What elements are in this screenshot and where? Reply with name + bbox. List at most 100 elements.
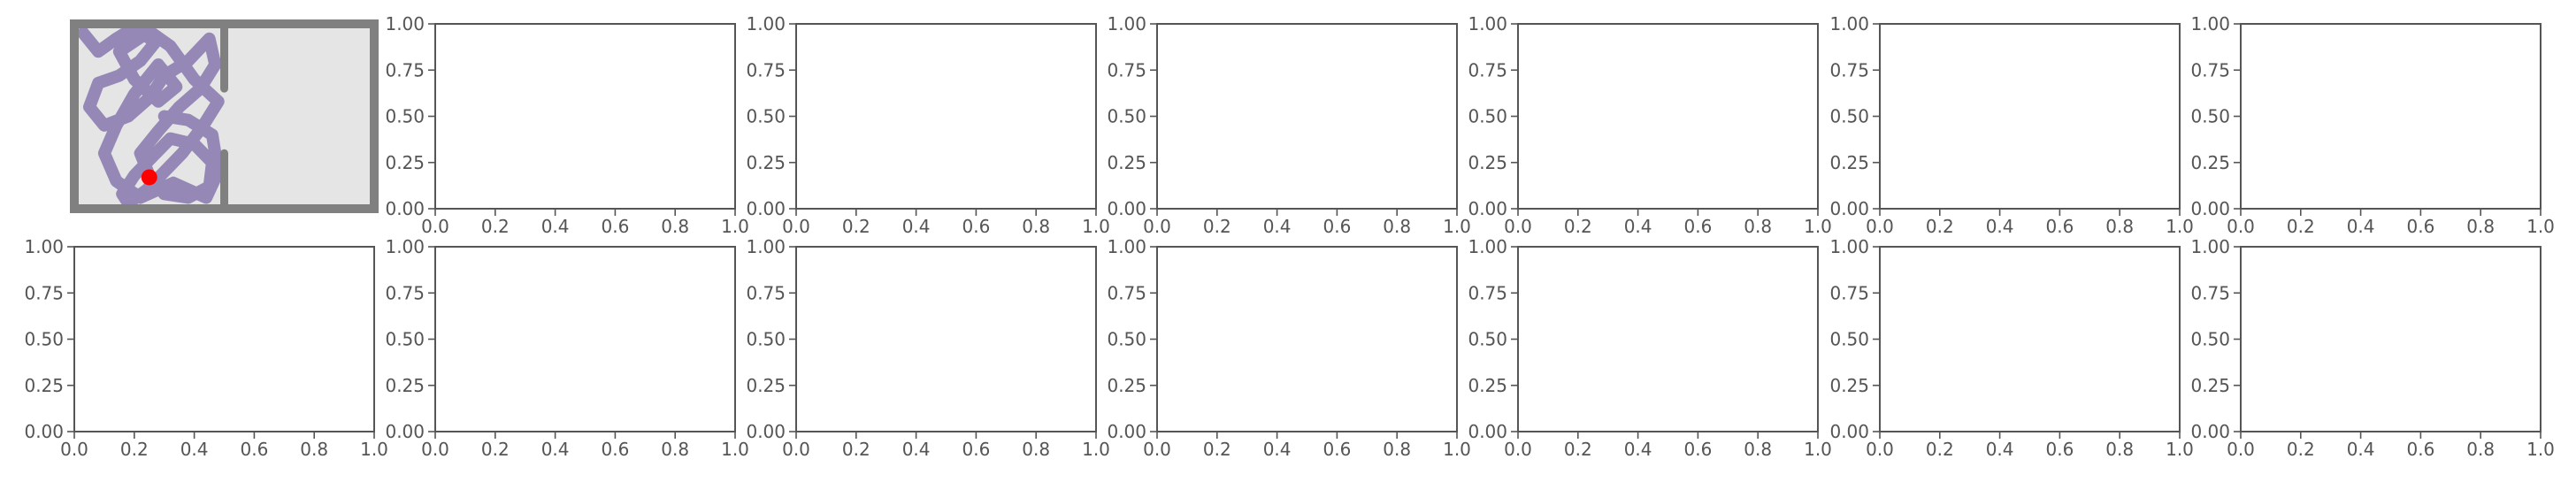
subplot-r0-c0 (70, 19, 379, 213)
subplot-r1-c6-xtick-label-2: 0.4 (2347, 439, 2375, 460)
subplot-r1-c2-ytick-label-0: 0.00 (746, 421, 786, 442)
subplot-r1-c2-ytick-label-3: 0.75 (746, 282, 786, 303)
subplot-r0-c4: 0.0 0.2 0.4 0.6 0.8 1.0 0.00 0.25 0.50 0.75 1.00 (1468, 13, 1831, 237)
subplot-r1-c5-ytick-label-0: 0.00 (1829, 421, 1869, 442)
subplot-r0-c3-ytick-label-4: 1.00 (1107, 13, 1146, 34)
subplot-r1-c2-ytick-label-2: 0.50 (746, 329, 786, 350)
subplot-r0-c5-xtick-label-2: 0.4 (1986, 216, 2014, 237)
subplot-r0-c2-xtick-label-1: 0.2 (842, 216, 870, 237)
subplot-r0-c5-ytick-label-3: 0.75 (1829, 59, 1869, 80)
subplot-r1-c5-xtick-label-4: 0.8 (2105, 439, 2134, 460)
subplot-r0-c3-xtick-label-1: 0.2 (1203, 216, 1231, 237)
subplot-r0-c2-ytick-label-0: 0.00 (746, 198, 786, 219)
subplot-r0-c4-ytick-label-0: 0.00 (1468, 198, 1507, 219)
subplot-r0-c1-xtick-label-4: 0.8 (661, 216, 689, 237)
subplot-r0-c1-frame (434, 23, 736, 210)
subplot-r0-c6-ytick-label-4: 1.00 (2190, 13, 2230, 34)
subplot-r0-c3: 0.0 0.2 0.4 0.6 0.8 1.0 0.00 0.25 0.50 0.75 1.00 (1107, 13, 1470, 237)
subplot-r1-c6-xtick-label-1: 0.2 (2287, 439, 2315, 460)
subplot-r0-c4-xtick-label-0: 0.0 (1504, 216, 1532, 237)
subplot-r0-c6-xtick-label-2: 0.4 (2347, 216, 2375, 237)
subplot-r0-c1-ytick-label-2: 0.50 (385, 106, 425, 127)
subplot-r1-c2: 0.0 0.2 0.4 0.6 0.8 1.0 0.00 0.25 0.50 0.75 1.00 (746, 236, 1109, 460)
subplot-r1-c6-ytick-label-3: 0.75 (2190, 282, 2230, 303)
subplot-r1-c6-ytick-label-4: 1.00 (2190, 236, 2230, 257)
subplot-r1-c5-xtick-label-2: 0.4 (1986, 439, 2014, 460)
subplot-r1-c5-ytick-label-4: 1.00 (1829, 236, 1869, 257)
subplot-r1-c0-ytick-label-3: 0.75 (24, 282, 64, 303)
subplot-r0-c5-xtick-label-5: 1.0 (2166, 216, 2194, 237)
subplot-r0-c6-ytick-label-3: 0.75 (2190, 59, 2230, 80)
subplot-r0-c1: 0.0 0.2 0.4 0.6 0.8 1.0 0.00 0.25 0.50 0.75 1.00 (385, 13, 748, 237)
subplot-r1-c6-ytick-label-2: 0.50 (2190, 329, 2230, 350)
subplot-r0-c2-ytick-label-2: 0.50 (746, 106, 786, 127)
subplot-r1-c1-frame (434, 246, 736, 432)
subplot-r0-c3-xtick-label-2: 0.4 (1263, 216, 1292, 237)
subplot-r1-c1-xtick-label-1: 0.2 (481, 439, 510, 460)
subplot-r1-c2-xtick-label-0: 0.0 (782, 439, 810, 460)
subplot-r0-c3-xtick-label-5: 1.0 (1443, 216, 1471, 237)
subplot-r1-c5-xtick-label-3: 0.6 (2045, 439, 2074, 460)
subplot-r1-c6-xtick-label-0: 0.0 (2227, 439, 2255, 460)
subplot-r0-c4-xtick-label-3: 0.6 (1683, 216, 1712, 237)
subplot-r0-c6-ytick-label-2: 0.50 (2190, 106, 2230, 127)
subplot-r1-c0-xtick-label-1: 0.2 (120, 439, 149, 460)
subplot-r1-c0-xtick-label-3: 0.6 (240, 439, 268, 460)
subplot-r0-c5-xtick-label-0: 0.0 (1866, 216, 1894, 237)
subplot-r0-c2-xtick-label-3: 0.6 (962, 216, 990, 237)
subplot-r0-c3-ytick-label-0: 0.00 (1107, 198, 1146, 219)
subplot-r0-c2-frame (795, 23, 1097, 210)
subplot-r1-c3: 0.0 0.2 0.4 0.6 0.8 1.0 0.00 0.25 0.50 0.75 1.00 (1107, 236, 1470, 460)
subplot-r1-c3-xtick-label-3: 0.6 (1322, 439, 1351, 460)
subplot-r0-c4-xtick-label-4: 0.8 (1744, 216, 1772, 237)
subplot-r1-c6-ytick-label-0: 0.00 (2190, 421, 2230, 442)
subplot-r1-c6-ytick-label-1: 0.25 (2190, 375, 2230, 396)
subplot-r0-c4-xtick-label-2: 0.4 (1624, 216, 1652, 237)
subplot-r0-c5-xtick-label-1: 0.2 (1926, 216, 1954, 237)
subplot-r0-c2-xtick-label-2: 0.4 (902, 216, 931, 237)
subplot-r1-c1-xtick-label-4: 0.8 (661, 439, 689, 460)
subplot-r1-c5-xtick-label-0: 0.0 (1866, 439, 1894, 460)
subplot-r0-c6-ytick-label-0: 0.00 (2190, 198, 2230, 219)
subplot-r0-c5-xtick-label-3: 0.6 (2045, 216, 2074, 237)
subplot-r0-c4-ytick-label-3: 0.75 (1468, 59, 1507, 80)
subplot-r0-c2-xtick-label-5: 1.0 (1082, 216, 1110, 237)
subplot-r1-c1-xtick-label-3: 0.6 (601, 439, 629, 460)
subplot-r1-c0-ytick-label-4: 1.00 (24, 236, 64, 257)
subplot-r0-c3-ytick-label-3: 0.75 (1107, 59, 1146, 80)
subplot-r1-c4: 0.0 0.2 0.4 0.6 0.8 1.0 0.00 0.25 0.50 0.75 1.00 (1468, 236, 1831, 460)
arena-trajectory (77, 21, 225, 210)
subplot-r0-c6-xtick-label-0: 0.0 (2227, 216, 2255, 237)
subplot-r0-c6: 0.0 0.2 0.4 0.6 0.8 1.0 0.00 0.25 0.50 0.75 1.00 (2190, 13, 2554, 237)
subplot-r0-c1-ytick-label-4: 1.00 (385, 13, 425, 34)
subplot-r0-c2-ytick-label-1: 0.25 (746, 152, 786, 173)
subplot-r0-c4-ytick-label-1: 0.25 (1468, 152, 1507, 173)
subplot-r1-c0-xtick-label-5: 1.0 (360, 439, 388, 460)
subplot-r1-c6-xtick-label-4: 0.8 (2466, 439, 2495, 460)
subplot-r0-c1-ytick-label-3: 0.75 (385, 59, 425, 80)
subplot-r1-c4-ytick-label-1: 0.25 (1468, 375, 1507, 396)
subplot-r1-c5-ytick-label-2: 0.50 (1829, 329, 1869, 350)
subplot-r1-c6-xtick-label-5: 1.0 (2526, 439, 2555, 460)
subplot-r0-c2-ytick-label-4: 1.00 (746, 13, 786, 34)
subplot-r1-c2-xtick-label-3: 0.6 (962, 439, 990, 460)
subplot-r1-c4-ytick-label-2: 0.50 (1468, 329, 1507, 350)
subplot-r0-c4-xtick-label-5: 1.0 (1804, 216, 1832, 237)
subplot-r1-c5-xtick-label-5: 1.0 (2166, 439, 2194, 460)
subplot-r0-c2-ytick-label-3: 0.75 (746, 59, 786, 80)
subplot-r1-c5-frame (1879, 246, 2181, 432)
subplot-r1-c3-ytick-label-0: 0.00 (1107, 421, 1146, 442)
subplot-r0-c4-ytick-label-4: 1.00 (1468, 13, 1507, 34)
subplot-r0-c4-ytick-label-2: 0.50 (1468, 106, 1507, 127)
subplot-r0-c2-xtick-label-0: 0.0 (782, 216, 810, 237)
subplot-r1-c4-xtick-label-3: 0.6 (1683, 439, 1712, 460)
subplot-r1-c1-ytick-label-4: 1.00 (385, 236, 425, 257)
subplot-r1-c4-ytick-label-4: 1.00 (1468, 236, 1507, 257)
subplot-r1-c2-frame (795, 246, 1097, 432)
subplot-r1-c2-xtick-label-4: 0.8 (1022, 439, 1050, 460)
subplot-r0-c1-ytick-label-0: 0.00 (385, 198, 425, 219)
subplot-r0-c1-xtick-label-0: 0.0 (421, 216, 449, 237)
subplot-r1-c1-ytick-label-1: 0.25 (385, 375, 425, 396)
subplot-r1-c0-ytick-label-1: 0.25 (24, 375, 64, 396)
subplot-r1-c1-ytick-label-0: 0.00 (385, 421, 425, 442)
